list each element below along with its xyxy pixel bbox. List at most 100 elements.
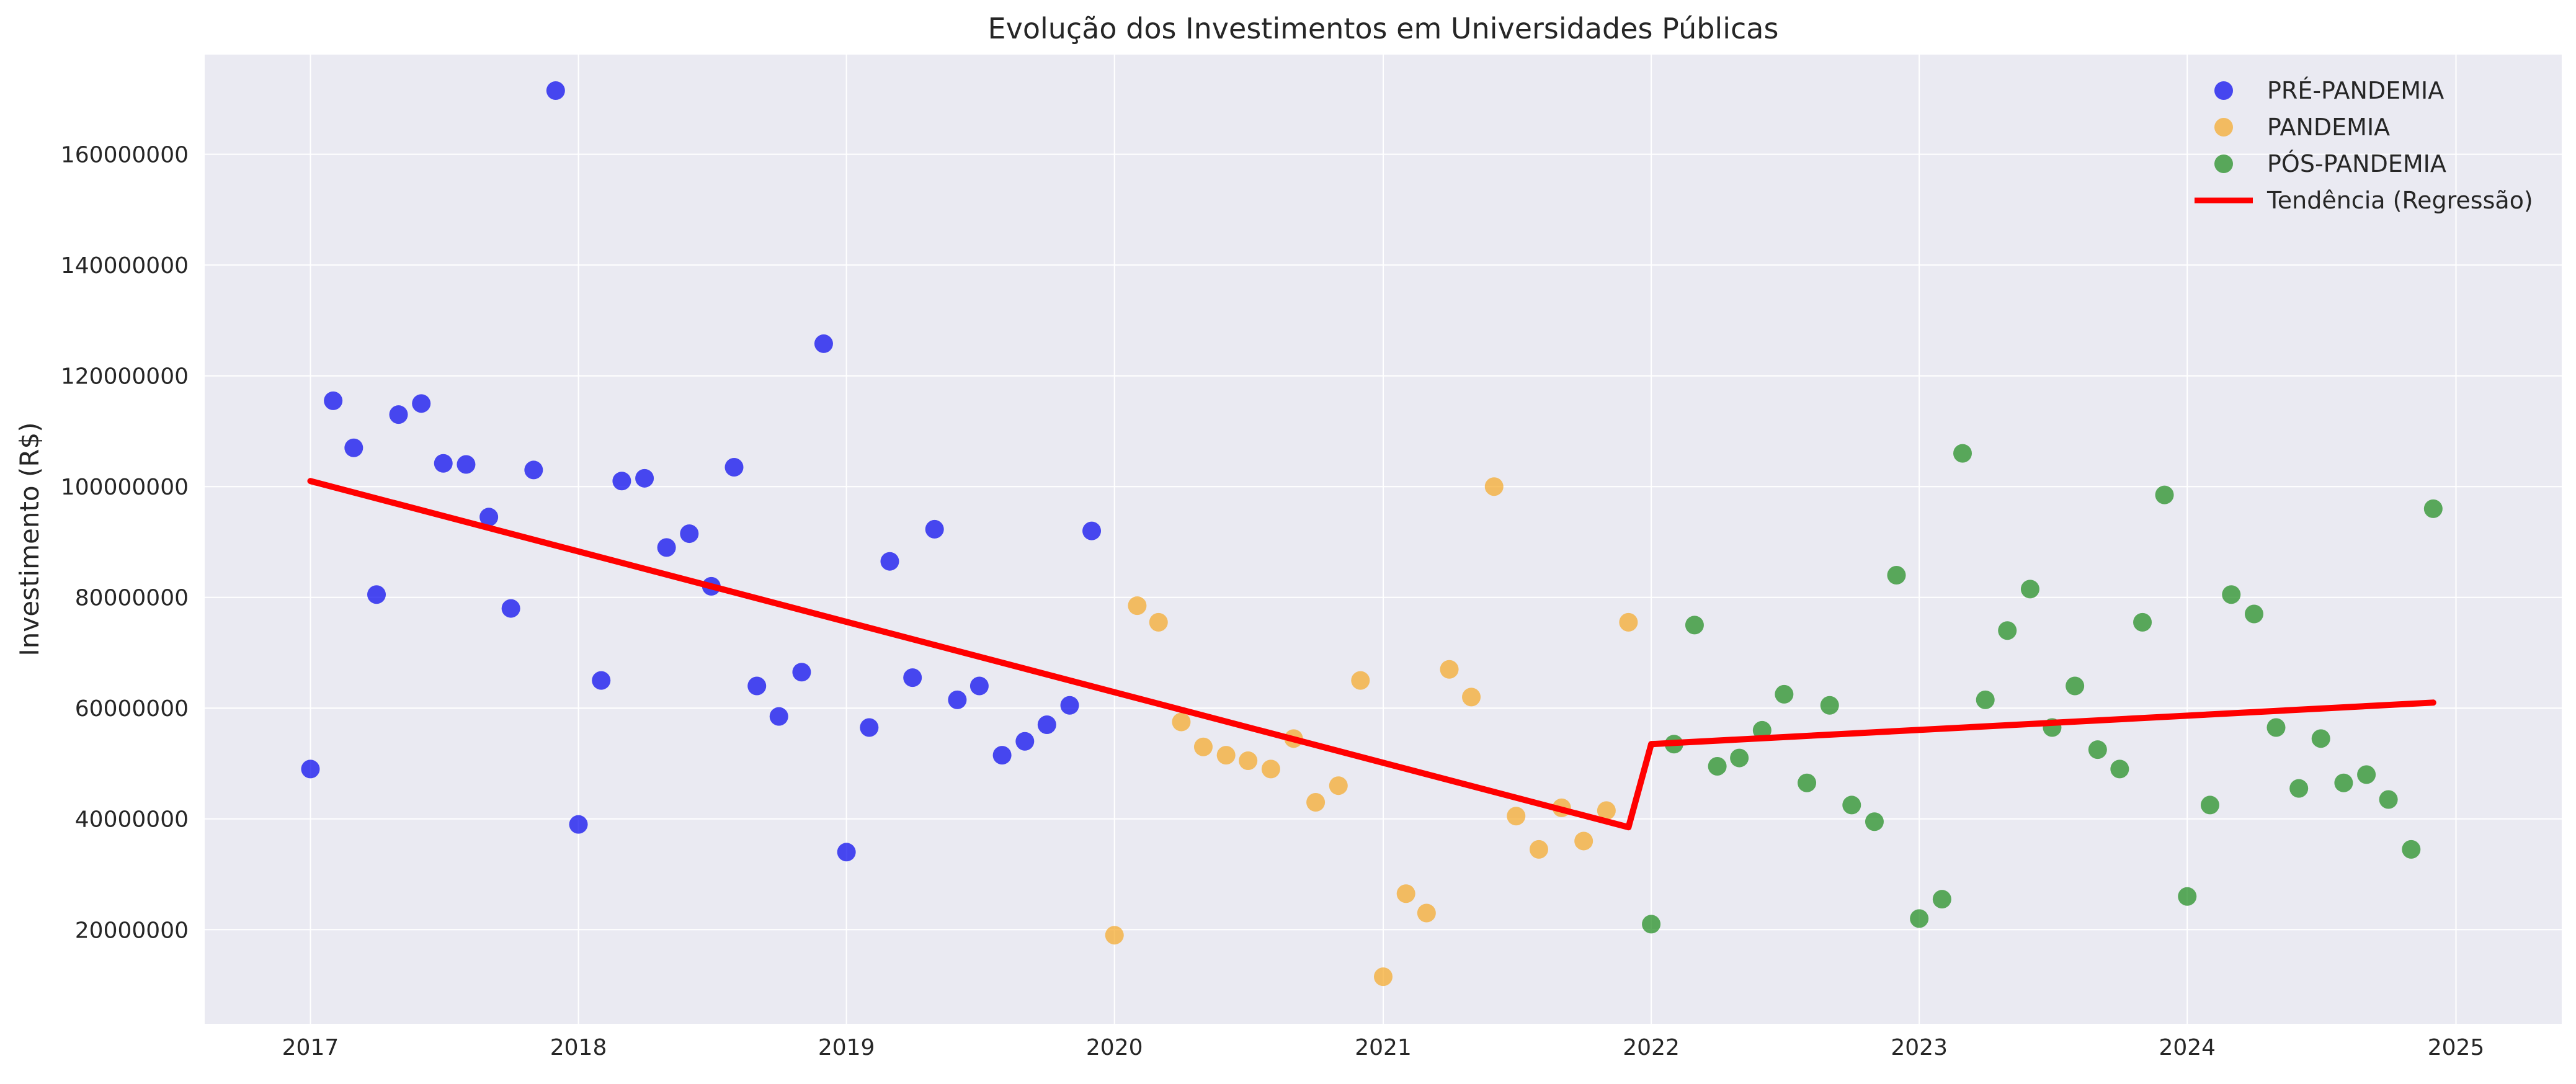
pandemia-point xyxy=(1128,596,1147,616)
pandemia-point xyxy=(1417,903,1436,923)
pos-pandemia-point xyxy=(2020,580,2039,599)
x-tick-label: 2019 xyxy=(818,1035,875,1060)
pos-pandemia-point xyxy=(1730,748,1749,768)
pre-pandemia-point xyxy=(1037,715,1056,735)
legend-label-pos: PÓS-PANDEMIA xyxy=(2267,150,2446,177)
legend-marker-pre xyxy=(2214,81,2233,100)
pos-pandemia-point xyxy=(1798,773,1817,792)
pre-pandemia-point xyxy=(903,668,922,688)
pos-pandemia-point xyxy=(2244,604,2263,624)
pandemia-point xyxy=(1261,759,1280,779)
pre-pandemia-point xyxy=(501,599,520,618)
y-axis: 20000000 40000000 60000000 80000000 10000000… xyxy=(61,143,189,944)
pre-pandemia-point xyxy=(479,508,499,527)
y-tick-label: 60000000 xyxy=(75,696,189,722)
pos-pandemia-point xyxy=(2311,729,2330,748)
pre-pandemia-point xyxy=(546,81,565,101)
legend-label-pandemia: PANDEMIA xyxy=(2267,114,2390,141)
pos-pandemia-point xyxy=(2402,840,2421,859)
pos-pandemia-point xyxy=(2133,612,2152,632)
x-tick-label: 2021 xyxy=(1355,1035,1412,1060)
pos-pandemia-point xyxy=(1998,621,2017,640)
pos-pandemia-point xyxy=(1976,690,1995,709)
pandemia-point xyxy=(1484,477,1504,496)
pre-pandemia-point xyxy=(837,843,856,862)
pos-pandemia-point xyxy=(2222,585,2241,604)
pre-pandemia-point xyxy=(948,690,967,709)
pre-pandemia-point xyxy=(612,472,631,491)
pandemia-point xyxy=(1462,688,1481,707)
pandemia-point xyxy=(1351,671,1370,690)
pre-pandemia-point xyxy=(324,391,343,410)
pandemia-point xyxy=(1574,831,1593,851)
points xyxy=(301,81,2443,987)
pre-pandemia-point xyxy=(747,676,767,696)
pos-pandemia-point xyxy=(1932,890,1951,909)
pre-pandemia-point xyxy=(657,538,676,557)
pre-pandemia-point xyxy=(992,746,1012,765)
pos-pandemia-point xyxy=(2357,765,2376,784)
pre-pandemia-point xyxy=(389,405,408,424)
pandemia-point xyxy=(1172,712,1191,732)
pre-pandemia-point xyxy=(769,707,788,726)
pre-pandemia-point xyxy=(434,454,453,473)
trend-line-segment xyxy=(1648,699,2436,748)
pandemia-point xyxy=(1619,612,1638,632)
pos-pandemia-point xyxy=(2423,499,2443,518)
x-tick-label: 2020 xyxy=(1086,1035,1143,1060)
x-tick-label: 2018 xyxy=(550,1035,607,1060)
pre-pandemia-point xyxy=(569,815,588,834)
pre-pandemia-point xyxy=(969,676,989,696)
pre-pandemia-point xyxy=(1082,521,1102,540)
pandemia-point xyxy=(1306,792,1326,812)
pandemia-point xyxy=(1193,737,1213,756)
pos-pandemia-point xyxy=(1910,909,1929,928)
pre-pandemia-point xyxy=(367,585,386,604)
pre-pandemia-point xyxy=(860,718,879,737)
pos-pandemia-point xyxy=(1820,696,1839,715)
legend-marker-pandemia xyxy=(2214,118,2233,137)
x-tick-label: 2022 xyxy=(1623,1035,1680,1060)
legend-label-pre: PRÉ-PANDEMIA xyxy=(2267,77,2444,104)
pre-pandemia-point xyxy=(814,334,833,353)
pandemia-point xyxy=(1105,926,1124,945)
pandemia-point xyxy=(1597,801,1616,820)
y-tick-label: 100000000 xyxy=(61,475,189,500)
pandemia-point xyxy=(1529,840,1548,859)
legend-marker-pos xyxy=(2214,155,2233,173)
trend-line-segment xyxy=(307,478,1632,831)
pre-pandemia-point xyxy=(724,457,744,477)
pandemia-point xyxy=(1396,884,1415,903)
trend-line-segment xyxy=(1625,741,1655,831)
pre-pandemia-point xyxy=(457,455,476,474)
pandemia-point xyxy=(1374,967,1393,987)
pre-pandemia-point xyxy=(635,468,654,488)
x-tick-label: 2017 xyxy=(282,1035,339,1060)
y-tick-label: 20000000 xyxy=(75,918,189,943)
pre-pandemia-point xyxy=(1060,696,1079,715)
x-axis: 2017 2018 2019 2020 2021 2022 2023 2024 2025 xyxy=(282,1035,2485,1060)
pos-pandemia-point xyxy=(1865,812,1884,831)
y-axis-title: Investimento (R$) xyxy=(14,422,45,656)
pos-pandemia-point xyxy=(1953,444,1972,463)
pre-pandemia-point xyxy=(524,460,543,480)
pandemia-point xyxy=(1440,660,1459,679)
x-tick-label: 2024 xyxy=(2159,1035,2216,1060)
pandemia-point xyxy=(1507,807,1526,826)
pos-pandemia-point xyxy=(1685,616,1704,635)
pre-pandemia-point xyxy=(792,663,811,682)
chart-title: Evolução dos Investimentos em Universida… xyxy=(988,12,1779,45)
pos-pandemia-point xyxy=(2334,773,2353,792)
legend: PRÉ-PANDEMIA PANDEMIA PÓS-PANDEMIA Tendê… xyxy=(2195,77,2533,214)
pos-pandemia-point xyxy=(2200,795,2219,815)
pos-pandemia-point xyxy=(2289,779,2309,798)
pre-pandemia-point xyxy=(1015,732,1035,751)
pre-pandemia-point xyxy=(592,671,611,690)
pos-pandemia-point xyxy=(2110,759,2129,779)
pos-pandemia-point xyxy=(1842,795,1861,815)
grid xyxy=(205,55,2562,1024)
pre-pandemia-point xyxy=(880,552,899,571)
pos-pandemia-point xyxy=(2178,887,2197,906)
pos-pandemia-point xyxy=(2088,740,2107,759)
